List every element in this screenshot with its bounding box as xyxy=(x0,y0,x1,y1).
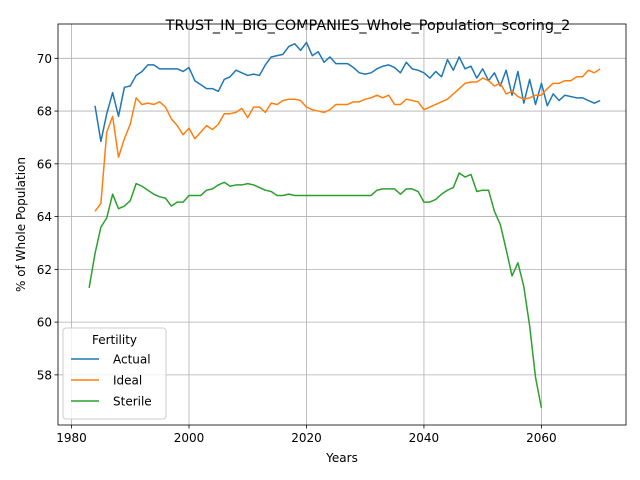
x-axis-label: Years xyxy=(325,451,358,465)
x-tick-label: 2020 xyxy=(291,431,322,445)
legend-entries: Actual Ideal Sterile xyxy=(71,353,152,409)
plot-frame xyxy=(57,23,627,426)
chart-title: TRUST_IN_BIG_COMPANIES_Whole_Population_… xyxy=(165,18,571,34)
y-tick-label: 60 xyxy=(37,316,52,330)
axis-ticks: 1980 2000 2020 2040 2060 58 60 62 64 66 68 70 xyxy=(37,52,557,445)
legend-box xyxy=(62,327,167,420)
legend-label-ideal: Ideal xyxy=(113,374,142,388)
x-tick-label: 1980 xyxy=(56,431,87,445)
legend: Fertility Actual Ideal Sterile xyxy=(62,327,167,420)
y-tick-label: 58 xyxy=(37,368,52,382)
y-tick-label: 68 xyxy=(37,105,52,119)
series-line-sterile xyxy=(88,172,543,408)
legend-title: Fertility xyxy=(92,333,137,347)
grid-lines xyxy=(58,24,626,425)
x-tick-label: 2060 xyxy=(526,431,557,445)
y-tick-label: 70 xyxy=(37,52,52,66)
y-tick-label: 66 xyxy=(37,157,52,171)
y-tick-label: 64 xyxy=(37,210,52,224)
series-lines xyxy=(88,41,601,408)
x-tick-label: 2000 xyxy=(174,431,205,445)
legend-label-sterile: Sterile xyxy=(113,395,152,409)
legend-label-actual: Actual xyxy=(113,353,151,367)
series-line-ideal xyxy=(94,68,601,212)
y-tick-label: 62 xyxy=(37,263,52,277)
x-tick-label: 2040 xyxy=(409,431,440,445)
series-line-actual xyxy=(94,41,601,143)
y-axis-label: % of Whole Population xyxy=(14,157,28,292)
